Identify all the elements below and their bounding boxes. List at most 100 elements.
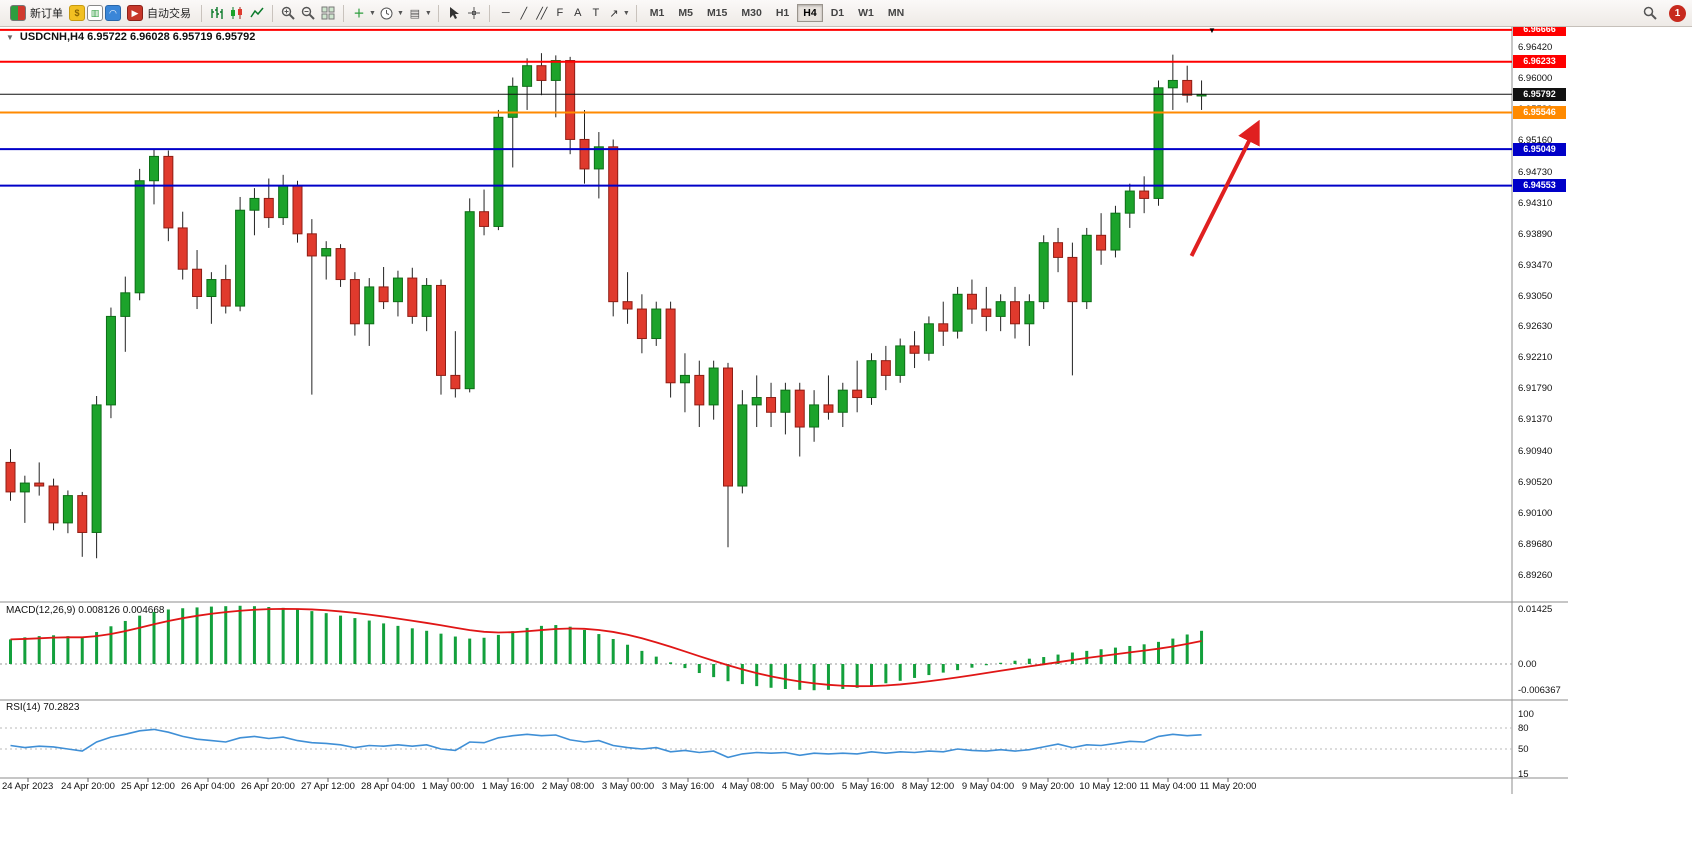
cursor-icon[interactable] (445, 5, 463, 21)
price-axis-label[interactable]: 6.90940 (1518, 446, 1553, 458)
horizontal-line-tool-icon[interactable]: ─ (501, 7, 510, 19)
arrow-tool-icon[interactable]: ↗ (609, 7, 618, 20)
price-axis-label[interactable]: 6.90100 (1518, 508, 1553, 520)
chart-menu-icon[interactable]: ▼ (6, 32, 14, 42)
candle (938, 323, 949, 332)
line-chart-icon[interactable] (248, 5, 266, 21)
templates-caret-icon[interactable]: ▼ (424, 9, 432, 17)
time-axis-label[interactable]: 1 May 16:00 (481, 781, 535, 792)
toolbar-separator (201, 4, 202, 22)
zoom-in-icon[interactable] (279, 5, 297, 21)
candle (1167, 79, 1178, 89)
new-order-button[interactable]: 新订单 (6, 3, 67, 23)
timeframe-mn-button[interactable]: MN (887, 7, 905, 19)
price-axis-label[interactable]: 6.93470 (1518, 259, 1553, 271)
time-axis-label[interactable]: 9 May 20:00 (1021, 781, 1075, 792)
periods-caret-icon[interactable]: ▼ (396, 9, 404, 17)
arrow-tools-caret-icon[interactable]: ▼ (622, 9, 630, 17)
time-axis-label[interactable]: 26 Apr 04:00 (181, 781, 235, 792)
time-axis-label[interactable]: 9 May 04:00 (961, 781, 1015, 792)
time-axis-label[interactable]: 11 May 20:00 (1199, 781, 1257, 792)
timeframe-d1-button[interactable]: D1 (830, 7, 845, 19)
indicators-icon[interactable]: ＋ (353, 8, 365, 20)
price-axis-label[interactable]: 6.89260 (1518, 569, 1553, 581)
price-tag[interactable]: 6.95546 (1513, 105, 1566, 119)
candle (5, 461, 16, 493)
time-axis-label[interactable]: 4 May 08:00 (721, 781, 775, 792)
time-axis-label[interactable]: 28 Apr 04:00 (361, 781, 415, 792)
time-axis-label[interactable]: 26 Apr 20:00 (241, 781, 295, 792)
price-axis-label[interactable]: 6.95160 (1518, 134, 1553, 146)
price-tag[interactable]: 6.96233 (1513, 55, 1566, 69)
timeframe-m30-button[interactable]: M30 (741, 7, 762, 19)
toolbar: 新订单 $ ▥ ◠ ▶ 自动交易 ＋ ▼ ▼ ▤ ▼ ─ ╱ ╱╱ F A T ↗ ▼ M1 M5… (0, 0, 1692, 27)
timeframe-m5-button[interactable]: M5 (678, 7, 693, 19)
time-axis-label[interactable]: 3 May 16:00 (661, 781, 715, 792)
timeframe-w1-button[interactable]: W1 (858, 7, 874, 19)
candle (852, 389, 863, 399)
candle (522, 65, 533, 87)
timeframe-h1-button[interactable]: H1 (775, 7, 790, 19)
time-axis-label[interactable]: 5 May 00:00 (781, 781, 835, 792)
price-axis-label[interactable]: 6.91790 (1518, 383, 1553, 395)
time-axis-label[interactable]: 8 May 12:00 (901, 781, 955, 792)
notification-badge[interactable]: 1 (1669, 4, 1686, 22)
price-tag[interactable]: 6.95792 (1513, 87, 1566, 101)
time-axis-label[interactable]: 25 Apr 12:00 (121, 781, 175, 792)
candle (837, 389, 848, 413)
search-icon[interactable] (1641, 5, 1659, 21)
price-axis-label[interactable]: 6.89680 (1518, 539, 1553, 550)
candle (550, 60, 561, 81)
candle (378, 286, 389, 303)
label-tool-icon[interactable]: T (592, 7, 599, 19)
periods-icon[interactable] (378, 5, 396, 21)
price-axis-label[interactable]: 6.96000 (1518, 72, 1553, 84)
candlestick-chart-icon[interactable] (228, 5, 246, 21)
price-axis-label[interactable]: 6.90520 (1518, 477, 1553, 489)
templates-icon[interactable]: ▤ (409, 7, 421, 20)
price-axis-label[interactable]: 6.94730 (1518, 166, 1553, 178)
time-axis-label[interactable]: 3 May 00:00 (601, 781, 655, 792)
time-axis-label[interactable]: 11 May 04:00 (1139, 781, 1197, 792)
rsi-axis-label: 15 (1518, 768, 1529, 780)
trendline-tool-icon[interactable]: ╱ (520, 7, 528, 20)
time-axis-label[interactable]: 24 Apr 20:00 (61, 781, 115, 792)
time-axis-label[interactable]: 24 Apr 2023 (2, 781, 54, 792)
time-axis-label[interactable]: 10 May 12:00 (1079, 781, 1137, 792)
zoom-out-icon[interactable] (299, 5, 317, 21)
candle (335, 248, 346, 281)
price-axis-label[interactable]: 6.96420 (1518, 42, 1553, 53)
channel-tool-icon[interactable]: ╱╱ (536, 7, 547, 20)
candle (737, 404, 748, 487)
time-axis-label[interactable]: 2 May 08:00 (541, 781, 595, 792)
coins-icon[interactable]: $ (69, 5, 85, 21)
price-axis-label[interactable]: 6.92630 (1518, 321, 1553, 333)
time-axis-label[interactable]: 27 Apr 12:00 (301, 781, 355, 792)
timeframe-h4-button[interactable]: H4 (797, 4, 823, 22)
tile-windows-icon[interactable] (319, 5, 337, 21)
price-axis-label[interactable]: 6.92210 (1518, 352, 1553, 364)
candle (909, 345, 920, 354)
charts-icon[interactable]: ▥ (87, 5, 103, 21)
time-axis-label[interactable]: 5 May 16:00 (841, 781, 895, 792)
globe-icon[interactable]: ◠ (105, 5, 121, 21)
time-axis-label[interactable]: 1 May 00:00 (421, 781, 475, 792)
timeframe-m1-button[interactable]: M1 (649, 7, 665, 19)
candle (263, 197, 274, 219)
price-axis-label[interactable]: 6.94310 (1518, 197, 1553, 209)
price-tag[interactable]: 6.95049 (1513, 142, 1566, 156)
price-axis-label[interactable]: 6.93890 (1518, 228, 1553, 240)
fibonacci-tool-icon[interactable]: F (556, 7, 563, 19)
indicators-caret-icon[interactable]: ▼ (369, 9, 376, 17)
bar-chart-icon[interactable] (208, 5, 226, 21)
autotrading-button[interactable]: ▶ 自动交易 (123, 3, 195, 23)
trend-arrow-object[interactable] (1189, 119, 1260, 257)
price-tag[interactable]: 6.94553 (1513, 179, 1566, 193)
price-axis-label[interactable]: 6.91370 (1518, 414, 1553, 426)
text-tool-icon[interactable]: A (574, 7, 581, 19)
chart-shift-marker[interactable]: ▼ (1208, 26, 1216, 35)
timeframe-m15-button[interactable]: M15 (706, 7, 728, 19)
crosshair-icon[interactable] (465, 5, 483, 21)
price-axis-label[interactable]: 6.93050 (1518, 290, 1553, 302)
